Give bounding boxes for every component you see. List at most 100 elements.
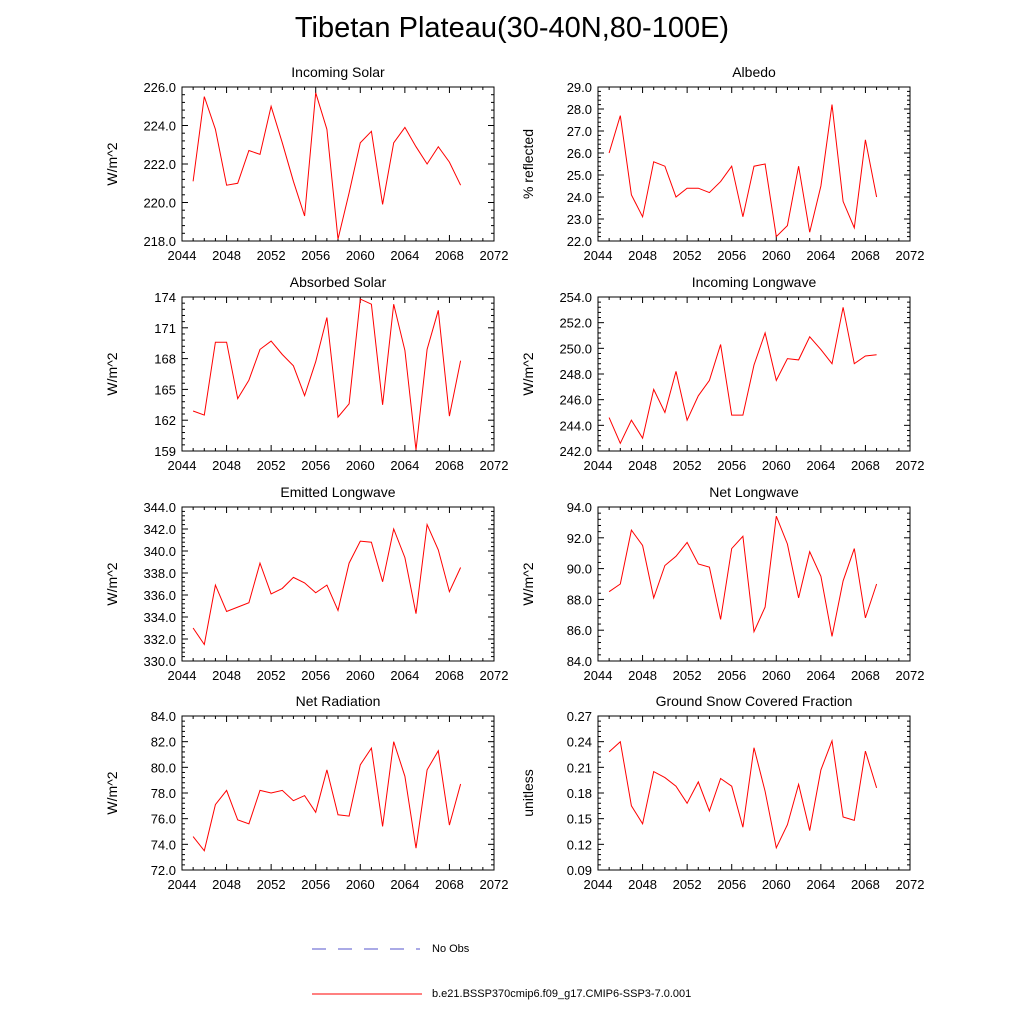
panel-5-xtick-label: 2052 xyxy=(673,668,702,683)
panel-0-ytick-label: 218.0 xyxy=(143,234,176,249)
panel-3-xtick-label: 2056 xyxy=(717,458,746,473)
panel-3-title: Incoming Longwave xyxy=(692,274,817,290)
panel-4-xtick-label: 2048 xyxy=(212,668,241,683)
panel-0-xtick-label: 2044 xyxy=(168,248,197,263)
panel-3-xtick-label: 2044 xyxy=(584,458,613,473)
panel-6-xtick-label: 2064 xyxy=(390,877,419,892)
panel-5-ylabel: W/m^2 xyxy=(520,562,536,605)
panel-5-title: Net Longwave xyxy=(709,484,799,500)
panel-1-ytick-label: 29.0 xyxy=(567,80,592,95)
panel-4-series-line xyxy=(192,522,462,646)
panel-3-xtick-label: 2052 xyxy=(673,458,702,473)
panel-1-ytick-label: 26.0 xyxy=(567,146,592,161)
panel-4-xtick-label: 2064 xyxy=(390,668,419,683)
panel-2-ytick-label: 174 xyxy=(154,290,176,305)
panel-7-frame xyxy=(597,715,911,871)
panel-0-xtick-label: 2048 xyxy=(212,248,241,263)
panel-6-xtick-label: 2048 xyxy=(212,877,241,892)
panel-1-title: Albedo xyxy=(732,64,776,80)
panel-7-xtick-label: 2052 xyxy=(673,877,702,892)
legend-obs-label: No Obs xyxy=(432,943,470,955)
panel-0-xtick-label: 2052 xyxy=(257,248,286,263)
panel-6-group: 2044 2048 2052 2056 2060 2064 2068 2072 72.0 74.0… xyxy=(104,693,508,892)
panel-4-group: 2044 2048 2052 2056 2060 2064 2068 2072 330.0 332… xyxy=(104,484,508,683)
legend-model-line xyxy=(312,993,422,995)
panel-3-xtick-label: 2064 xyxy=(806,458,835,473)
panel-4-ytick-label: 334.0 xyxy=(143,610,176,625)
panel-1-frame xyxy=(597,86,911,242)
panel-5-ytick-label: 90.0 xyxy=(567,562,592,577)
panel-3-ylabel: W/m^2 xyxy=(520,352,536,395)
panel-1-xtick-label: 2056 xyxy=(717,248,746,263)
panel-5-ytick-label: 86.0 xyxy=(567,623,592,638)
panel-3-ytick-label: 246.0 xyxy=(559,393,592,408)
panel-2-ytick-label: 171 xyxy=(154,321,176,336)
panel-4-ytick-label: 336.0 xyxy=(143,588,176,603)
panel-4-ytick-label: 340.0 xyxy=(143,544,176,559)
panel-3-xtick-label: 2068 xyxy=(851,458,880,473)
panel-0-xtick-label: 2068 xyxy=(435,248,464,263)
panel-3-ytick-label: 242.0 xyxy=(559,444,592,459)
panel-5-xtick-label: 2048 xyxy=(628,668,657,683)
panel-7-ytick-label: 0.18 xyxy=(567,786,592,801)
panel-2-ytick-label: 159 xyxy=(154,444,176,459)
panel-1-xtick-label: 2064 xyxy=(806,248,835,263)
panel-1-xtick-label: 2072 xyxy=(896,248,925,263)
panel-0-frame xyxy=(181,86,495,242)
panel-7-ytick-label: 0.24 xyxy=(567,735,592,750)
panel-6-ytick-label: 82.0 xyxy=(151,735,176,750)
panel-1-ytick-label: 22.0 xyxy=(567,234,592,249)
panel-4-ytick-label: 342.0 xyxy=(143,522,176,537)
panel-7-ytick-label: 0.15 xyxy=(567,812,592,827)
panel-3-ytick-label: 252.0 xyxy=(559,316,592,331)
panel-0-group: 2044 2048 2052 2056 2060 2064 2068 2072 218.0 220… xyxy=(104,64,508,263)
panel-1-ytick-label: 25.0 xyxy=(567,168,592,183)
panel-1-ytick-label: 27.0 xyxy=(567,124,592,139)
panel-2-frame xyxy=(181,296,495,452)
panel-7-xtick-label: 2072 xyxy=(896,877,925,892)
panel-0-title: Incoming Solar xyxy=(291,64,385,80)
panel-1-series-line xyxy=(608,104,878,238)
panel-7-series-line xyxy=(608,738,878,850)
panel-6-xtick-label: 2060 xyxy=(346,877,375,892)
panel-1-ylabel: % reflected xyxy=(520,129,536,199)
panel-0-ytick-label: 222.0 xyxy=(143,157,176,172)
panel-6-xtick-label: 2052 xyxy=(257,877,286,892)
panel-6-ytick-label: 74.0 xyxy=(151,837,176,852)
panel-7-xtick-label: 2056 xyxy=(717,877,746,892)
panel-4-ytick-label: 330.0 xyxy=(143,654,176,669)
panel-4-xtick-label: 2052 xyxy=(257,668,286,683)
panel-2-xtick-label: 2044 xyxy=(168,458,197,473)
panel-1-xtick-label: 2060 xyxy=(762,248,791,263)
panel-6-frame xyxy=(181,715,495,871)
panel-4-xtick-label: 2060 xyxy=(346,668,375,683)
panel-7-xtick-label: 2048 xyxy=(628,877,657,892)
panel-6-ytick-label: 72.0 xyxy=(151,863,176,878)
panel-5-ytick-label: 94.0 xyxy=(567,500,592,515)
panel-4-ytick-label: 332.0 xyxy=(143,632,176,647)
panel-0-ytick-label: 226.0 xyxy=(143,80,176,95)
panel-5-xtick-label: 2064 xyxy=(806,668,835,683)
panel-2-ylabel: W/m^2 xyxy=(104,352,120,395)
panel-4-xtick-label: 2068 xyxy=(435,668,464,683)
panel-5-xtick-label: 2060 xyxy=(762,668,791,683)
panel-3-ytick-label: 248.0 xyxy=(559,367,592,382)
panel-6-ytick-label: 84.0 xyxy=(151,709,176,724)
panel-1-ytick-label: 23.0 xyxy=(567,212,592,227)
panel-7-ytick-label: 0.12 xyxy=(567,837,592,852)
panel-2-ytick-label: 165 xyxy=(154,382,176,397)
panel-5-xtick-label: 2072 xyxy=(896,668,925,683)
legend-model-label: b.e21.BSSP370cmip6.f09_g17.CMIP6-SSP3-7.… xyxy=(432,988,692,1000)
panel-2-ytick-label: 168 xyxy=(154,352,176,367)
panel-1-xtick-label: 2044 xyxy=(584,248,613,263)
panel-2-ytick-label: 162 xyxy=(154,413,176,428)
panel-5-ytick-label: 84.0 xyxy=(567,654,592,669)
panel-6-xtick-label: 2068 xyxy=(435,877,464,892)
panel-7-xtick-label: 2068 xyxy=(851,877,880,892)
panel-1-xtick-label: 2052 xyxy=(673,248,702,263)
panel-4-xtick-label: 2056 xyxy=(301,668,330,683)
panel-4-ytick-label: 344.0 xyxy=(143,500,176,515)
panel-1-group: 2044 2048 2052 2056 2060 2064 2068 2072 22.0 23.0… xyxy=(520,64,924,263)
panel-2-xtick-label: 2072 xyxy=(480,458,509,473)
panel-6-ytick-label: 76.0 xyxy=(151,812,176,827)
